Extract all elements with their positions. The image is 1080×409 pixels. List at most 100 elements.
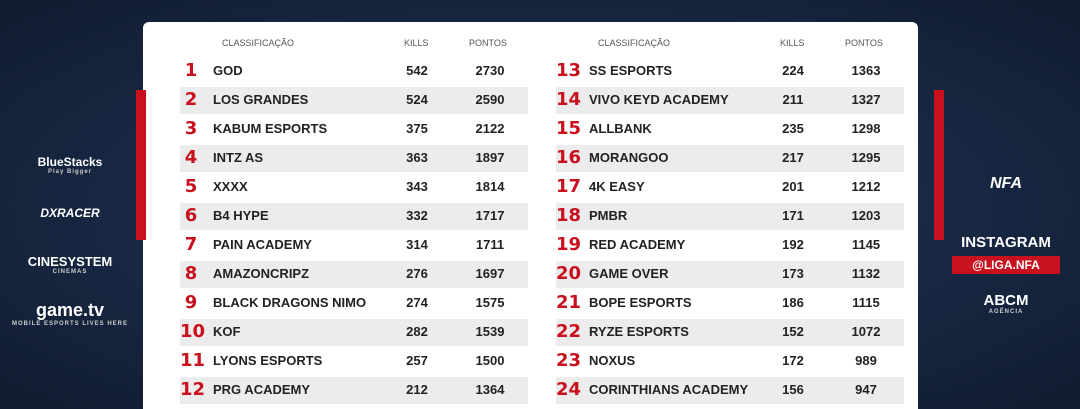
sponsor: BlueStacks Play Bigger: [37, 155, 103, 175]
points: 1203: [851, 208, 881, 223]
points: 1363: [851, 63, 881, 78]
column-header: KILLS: [404, 38, 429, 48]
row-band: [556, 203, 904, 230]
team-name: NOXUS: [589, 353, 636, 368]
kills: 257: [406, 353, 428, 368]
column-header: PONTOS: [469, 38, 507, 48]
red-tab: [934, 90, 944, 240]
points: 1212: [851, 179, 881, 194]
points: 1717: [475, 208, 505, 223]
rank: 12: [180, 379, 206, 400]
rank: 11: [180, 350, 206, 371]
kills: 375: [406, 121, 428, 136]
column-header: CLASSIFICAÇÃO: [222, 38, 295, 48]
row-band: [180, 319, 528, 346]
points: 1539: [475, 324, 505, 339]
row-band: [180, 203, 528, 230]
points: 1697: [475, 266, 505, 281]
team-name: PMBR: [589, 208, 628, 223]
team-name: AMAZONCRIPZ: [213, 266, 310, 281]
red-tab: [136, 90, 146, 240]
sponsor: DXRACER: [40, 206, 100, 220]
instagram-label: INSTAGRAM: [961, 234, 1051, 251]
row-band: [556, 145, 904, 172]
team-name: KOF: [213, 324, 241, 339]
row-band: [180, 145, 528, 172]
points: 1132: [851, 266, 881, 281]
points: 1295: [851, 150, 881, 165]
kills: 171: [782, 208, 804, 223]
kills: 212: [406, 382, 428, 397]
row-band: [180, 377, 528, 404]
team-name: LYONS ESPORTS: [213, 353, 323, 368]
team-name: VIVO KEYD ACADEMY: [589, 92, 729, 107]
team-name: KABUM ESPORTS: [213, 121, 328, 136]
sponsor: CINESYSTEM CINEMAS: [27, 254, 113, 275]
rank: 8: [184, 263, 198, 284]
rank: 2: [184, 89, 198, 110]
rank: 18: [556, 205, 582, 226]
kills: 542: [406, 63, 428, 78]
team-name: INTZ AS: [213, 150, 264, 165]
row-band: [180, 261, 528, 288]
rank: 21: [556, 292, 582, 313]
team-name: PRG ACADEMY: [213, 382, 311, 397]
agency: ABCM AGÊNCIA: [983, 292, 1029, 315]
team-name: SS ESPORTS: [589, 63, 673, 78]
team-name: PAIN ACADEMY: [213, 237, 312, 252]
kills: 217: [782, 150, 804, 165]
rank: 16: [556, 147, 582, 168]
rank: 5: [184, 176, 198, 197]
row-band: [556, 261, 904, 288]
team-name: CORINTHIANS ACADEMY: [589, 382, 749, 397]
points: 989: [855, 353, 877, 368]
row-band: [180, 87, 528, 114]
rank: 17: [556, 176, 582, 197]
points: 947: [855, 382, 877, 397]
rank: 3: [184, 118, 198, 139]
column-header: CLASSIFICAÇÃO: [598, 38, 671, 48]
rank: 19: [556, 234, 582, 255]
logo: NFA: [990, 175, 1022, 192]
points: 1897: [475, 150, 505, 165]
points: 1115: [852, 295, 880, 310]
points: 1364: [475, 382, 505, 397]
kills: 235: [782, 121, 804, 136]
kills: 332: [406, 208, 428, 223]
points: 1814: [475, 179, 505, 194]
kills: 224: [782, 63, 804, 78]
team-name: GAME OVER: [589, 266, 669, 281]
kills: 152: [782, 324, 804, 339]
row-band: [556, 87, 904, 114]
points: 2122: [475, 121, 505, 136]
team-name: GOD: [213, 63, 243, 78]
instagram-handle: @LIGA.NFA: [952, 256, 1060, 274]
column-header: PONTOS: [845, 38, 883, 48]
row-band: [556, 377, 904, 404]
team-name: XXXX: [213, 179, 248, 194]
points: 2730: [475, 63, 505, 78]
rank: 6: [184, 205, 198, 226]
kills: 343: [406, 179, 428, 194]
rank: 13: [556, 60, 582, 81]
row-band: [556, 319, 904, 346]
kills: 276: [406, 266, 428, 281]
rank: 10: [180, 321, 206, 342]
rank: 23: [556, 350, 582, 371]
rank: 4: [184, 147, 198, 168]
kills: 172: [782, 353, 804, 368]
points: 1575: [475, 295, 505, 310]
points: 1711: [475, 237, 505, 252]
rank: 9: [184, 292, 198, 313]
kills: 201: [782, 179, 804, 194]
kills: 156: [782, 382, 804, 397]
rank: 20: [556, 263, 582, 284]
kills: 192: [782, 237, 804, 252]
team-name: RYZE ESPORTS: [589, 324, 689, 339]
team-name: 4K EASY: [589, 179, 645, 194]
sponsor: game.tv MOBILE ESPORTS LIVES HERE: [11, 300, 128, 327]
team-name: RED ACADEMY: [589, 237, 686, 252]
rank: 7: [184, 234, 198, 255]
column-header: KILLS: [780, 38, 805, 48]
